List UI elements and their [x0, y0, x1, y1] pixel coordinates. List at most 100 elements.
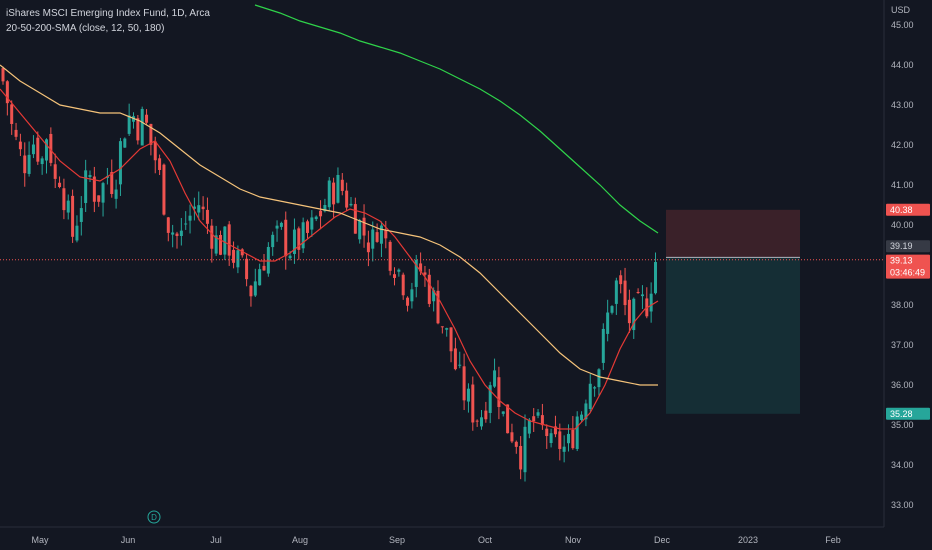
candle-body: [27, 154, 31, 174]
candle-body: [419, 263, 423, 272]
candle-body: [627, 299, 631, 324]
y-tick-label: 41.00: [891, 180, 914, 190]
candle-body: [71, 195, 75, 237]
candle-body: [123, 138, 127, 148]
sma_long-line: [254, 4, 659, 234]
last-price-tag: 39.13: [890, 256, 913, 266]
y-tick-label: 40.00: [891, 220, 914, 230]
candle-body: [506, 404, 510, 434]
candle-body: [532, 416, 536, 422]
candle-body: [580, 414, 584, 420]
candle-body: [549, 433, 553, 444]
candle-body: [536, 412, 540, 416]
candle-body: [514, 441, 518, 447]
candle-body: [40, 158, 44, 165]
candle-body: [201, 206, 205, 210]
y-tick-label: 36.00: [891, 380, 914, 390]
y-tick-label: 35.00: [891, 420, 914, 430]
candle-body: [545, 428, 549, 437]
candle-body: [53, 164, 57, 179]
candle-body: [188, 215, 192, 221]
candle-body: [249, 285, 253, 297]
candle-body: [88, 175, 92, 177]
candle-body: [271, 234, 275, 248]
candle-body: [319, 210, 323, 217]
candle-body: [606, 312, 610, 334]
candle-body: [593, 387, 597, 389]
candle-body: [310, 217, 314, 230]
candle-body: [584, 403, 588, 420]
candle-body: [436, 290, 440, 324]
candle-body: [58, 182, 62, 188]
y-tick-label: 45.00: [891, 20, 914, 30]
candle-body: [166, 217, 170, 233]
candle-body: [393, 274, 396, 278]
candle-body: [453, 348, 457, 370]
candle-body: [84, 170, 88, 204]
candle-body: [384, 230, 388, 239]
candle-body: [219, 234, 222, 255]
candle-body: [336, 174, 340, 203]
currency-label: USD: [891, 5, 911, 15]
x-tick-label: 2023: [738, 535, 758, 545]
candle-body: [23, 155, 27, 174]
candle-body: [171, 232, 175, 235]
candle-body: [619, 275, 623, 285]
candle-body: [571, 429, 575, 449]
symbol-title[interactable]: iShares MSCI Emerging Index Fund, 1D, Ar…: [6, 8, 210, 19]
candle-body: [401, 274, 405, 296]
candle-body: [519, 445, 523, 470]
risk-zone: [666, 209, 800, 258]
dividend-marker-label: D: [151, 513, 157, 522]
x-tick-label: Oct: [478, 535, 493, 545]
candle-body: [145, 114, 149, 123]
candle-body: [632, 298, 636, 331]
candle-body: [449, 327, 453, 352]
candle-body: [562, 446, 566, 452]
candle-body: [345, 190, 349, 208]
candle-body: [610, 306, 614, 313]
candle-body: [649, 293, 653, 312]
candle-body: [423, 272, 427, 275]
candle-body: [314, 216, 318, 220]
candle-body: [245, 258, 249, 280]
prev-close-tag: 39.19: [890, 241, 913, 251]
chart-legend: iShares MSCI Emerging Index Fund, 1D, Ar…: [6, 6, 210, 36]
sma_mid-line: [0, 64, 658, 386]
candle-body: [153, 141, 157, 161]
candle-body: [358, 220, 362, 240]
prev-close-tag-bg: [886, 240, 930, 253]
candle-body: [66, 200, 70, 213]
candle-body: [540, 415, 544, 426]
indicator-title[interactable]: 20-50-200-SMA (close, 12, 50, 180): [6, 23, 165, 34]
candle-body: [466, 388, 470, 402]
candle-body: [140, 108, 144, 146]
candle-body: [414, 259, 418, 287]
candle-body: [349, 203, 353, 206]
candle-body: [158, 158, 162, 170]
candle-body: [101, 183, 105, 203]
candle-body: [462, 366, 466, 401]
last-price-tag-countdown: 03:46:49: [890, 268, 925, 278]
dividend-marker-icon: [147, 510, 161, 524]
candle-body: [1, 68, 5, 82]
reward-zone: [666, 257, 800, 414]
candle-body: [597, 369, 601, 388]
candle-body: [253, 281, 257, 296]
candle-body: [340, 179, 344, 191]
y-tick-label: 42.00: [891, 140, 914, 150]
candle-body: [18, 141, 22, 150]
candle-body: [275, 225, 279, 229]
y-tick-label: 33.00: [891, 500, 914, 510]
candle-body: [558, 431, 562, 449]
candle-body: [375, 232, 379, 242]
candle-body: [497, 377, 501, 407]
candle-body: [262, 265, 266, 271]
y-tick-label: 44.00: [891, 60, 914, 70]
x-tick-label: Dec: [654, 535, 671, 545]
candle-body: [493, 370, 497, 387]
x-tick-label: Feb: [825, 535, 841, 545]
candle-body: [623, 280, 627, 306]
